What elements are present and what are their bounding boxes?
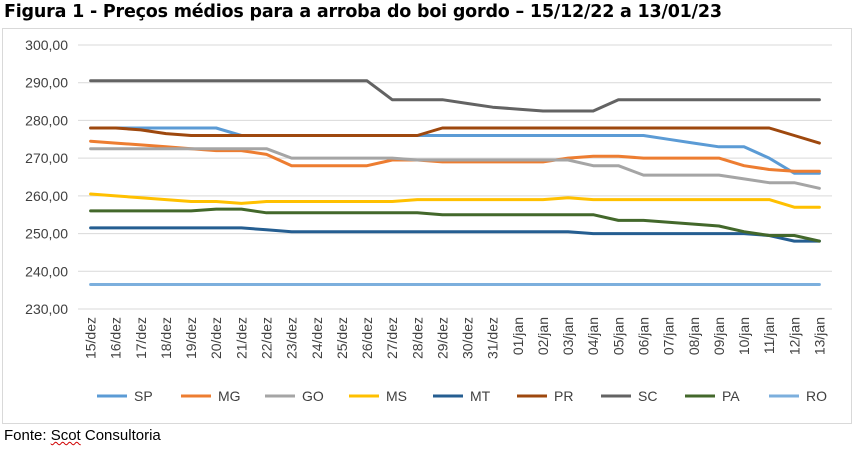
x-tick-label: 28/dez [409,317,425,359]
source-prefix: Fonte: [4,427,51,444]
source-suffix: Consultoria [80,427,161,444]
x-tick-label: 11/jan [761,317,777,354]
legend-label-pr: PR [554,388,573,404]
x-tick-label: 06/jan [636,317,652,355]
series-line-mt [89,226,821,243]
legend-label-mg: MG [218,388,241,404]
x-tick-label: 12/jan [786,317,802,355]
chart-frame [2,28,852,424]
x-tick-label: 01/jan [510,317,526,355]
x-tick-label: 21/dez [233,317,249,359]
y-tick-label: 280,00 [25,112,68,128]
x-tick-label: 23/dez [284,317,300,359]
chart-title: Figura 1 - Preços médios para a arroba d… [4,2,722,22]
x-tick-label: 15/dez [83,317,99,359]
x-tick-label: 27/dez [384,317,400,359]
x-tick-label: 10/jan [736,317,752,355]
series-line-mg [89,139,821,173]
x-tick-label: 18/dez [158,317,174,359]
x-tick-label: 26/dez [359,317,375,359]
source-name: Scot [50,427,81,444]
series-line-sp [89,126,821,175]
legend-label-mt: MT [470,388,491,404]
x-tick-label: 31/dez [485,317,501,359]
legend-label-sp: SP [134,388,153,404]
x-tick-label: 08/jan [686,317,702,355]
x-tick-label: 07/jan [661,317,677,355]
y-tick-label: 260,00 [25,188,68,204]
x-tick-label: 24/dez [309,317,325,359]
x-tick-label: 09/jan [711,317,727,355]
x-tick-label: 22/dez [259,317,275,359]
series-line-pr [89,126,821,145]
series-line-ms [89,192,821,209]
x-tick-label: 02/jan [535,317,551,355]
y-tick-label: 270,00 [25,150,68,166]
series-line-pa [89,207,821,243]
x-tick-label: 17/dez [133,317,149,359]
series-line-sc [89,79,821,113]
legend-label-go: GO [302,388,324,404]
series-line-go [89,147,821,190]
legend-label-sc: SC [638,388,657,404]
source-note: Fonte: Scot Consultoria [4,427,161,444]
y-tick-label: 290,00 [25,75,68,91]
x-tick-label: 03/jan [560,317,576,355]
y-tick-label: 250,00 [25,226,68,242]
x-tick-label: 13/jan [811,317,827,355]
legend-label-ro: RO [806,388,827,404]
y-tick-label: 240,00 [25,263,68,279]
x-tick-label: 25/dez [334,317,350,359]
x-tick-label: 04/jan [585,317,601,355]
y-tick-label: 230,00 [25,301,68,317]
legend-label-ms: MS [386,388,407,404]
x-tick-label: 20/dez [208,317,224,359]
x-tick-label: 16/dez [108,317,124,359]
x-tick-label: 30/dez [460,317,476,359]
x-tick-label: 05/jan [610,317,626,355]
x-tick-label: 19/dez [183,317,199,359]
x-tick-label: 29/dez [434,317,450,359]
legend-label-pa: PA [722,388,740,404]
y-tick-label: 300,00 [25,37,68,53]
